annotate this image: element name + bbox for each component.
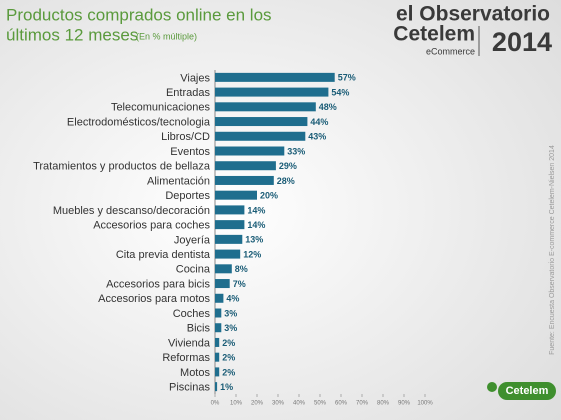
badge-icon [487,382,497,392]
y-tick-label: Entradas [166,87,211,99]
bar [215,117,308,127]
x-tick-label: 100% [417,401,433,407]
value-label: 28% [277,176,295,186]
chart-title: últimos 12 meses [6,25,138,44]
value-label: 48% [319,102,337,112]
y-tick-label: Vivienda [168,337,211,349]
logo-text: el Observatorio [396,3,550,26]
value-label: 33% [287,146,305,156]
value-label: 4% [226,294,239,304]
bar [215,279,230,289]
y-tick-label: Reformas [162,352,210,364]
value-label: 44% [310,117,328,127]
bar [215,146,285,156]
badge-text: Cetelem [506,385,549,397]
x-tick-label: 0% [211,401,220,407]
y-tick-label: Cocina [176,264,211,276]
source: Fuente: Encuesta Observatorio E-commerce… [549,145,556,355]
bar [215,102,316,112]
bar [215,337,220,347]
y-tick-label: Tratamientos y productos de bellaza [33,161,211,173]
x-tick-label: 30% [272,401,285,407]
x-tick-label: 80% [377,401,390,407]
value-label: 54% [331,87,349,97]
y-tick-label: Libros/CD [161,131,210,143]
bar [215,264,232,274]
bar [215,293,224,303]
value-label: 14% [247,205,265,215]
value-label: 2% [222,367,235,377]
badge [498,382,556,400]
value-label: 3% [224,308,237,318]
y-tick-label: Motos [180,367,210,379]
bar [215,190,257,200]
bar [215,367,220,377]
bar [215,382,218,392]
y-tick-label: Accesorios para bicis [106,278,210,290]
y-tick-label: Accesorios para coches [93,220,210,232]
x-tick-label: 60% [335,401,348,407]
value-label: 12% [243,249,261,259]
bar [215,72,335,82]
logo-text: eCommerce [426,46,475,56]
value-label: 29% [279,161,297,171]
value-label: 43% [308,132,326,142]
bar [215,249,241,259]
value-label: 2% [222,338,235,348]
bar [215,161,276,171]
bar [215,352,220,362]
y-tick-label: Bicis [187,323,211,335]
bar [215,323,222,333]
value-label: 20% [260,191,278,201]
y-tick-label: Viajes [180,72,210,84]
y-tick-label: Coches [173,308,211,320]
bar [215,87,329,97]
y-tick-label: Muebles y descanso/decoración [53,205,210,217]
bar [215,175,274,185]
y-tick-label: Electrodomésticos/tecnologia [67,116,211,128]
value-label: 3% [224,323,237,333]
y-tick-label: Accesorios para motos [98,293,210,305]
x-tick-label: 90% [398,401,411,407]
chart-title: Productos comprados online en los [6,5,272,24]
x-tick-label: 10% [230,401,243,407]
bar [215,234,243,244]
value-label: 14% [247,220,265,230]
logo-text: Cetelem [393,23,475,46]
x-tick-label: 50% [314,401,327,407]
y-tick-label: Deportes [165,190,210,202]
y-tick-label: Cita previa dentista [116,249,211,261]
y-tick-label: Eventos [170,146,210,158]
x-tick-label: 20% [251,401,264,407]
x-tick-label: 40% [293,401,306,407]
chart-subtitle: (En % múltiple) [136,31,197,41]
y-tick-label: Piscinas [169,382,210,394]
bar [215,131,306,141]
value-label: 8% [235,264,248,274]
y-tick-label: Telecomunicaciones [111,102,211,114]
x-tick-label: 70% [356,401,369,407]
value-label: 1% [220,382,233,392]
value-label: 13% [245,235,263,245]
bar [215,205,245,215]
value-label: 7% [233,279,246,289]
bar [215,220,245,230]
logo-year: 2014 [492,27,552,57]
y-tick-label: Alimentación [147,175,210,187]
value-label: 57% [338,73,356,83]
bar [215,308,222,318]
y-tick-label: Joyería [174,234,211,246]
value-label: 2% [222,353,235,363]
